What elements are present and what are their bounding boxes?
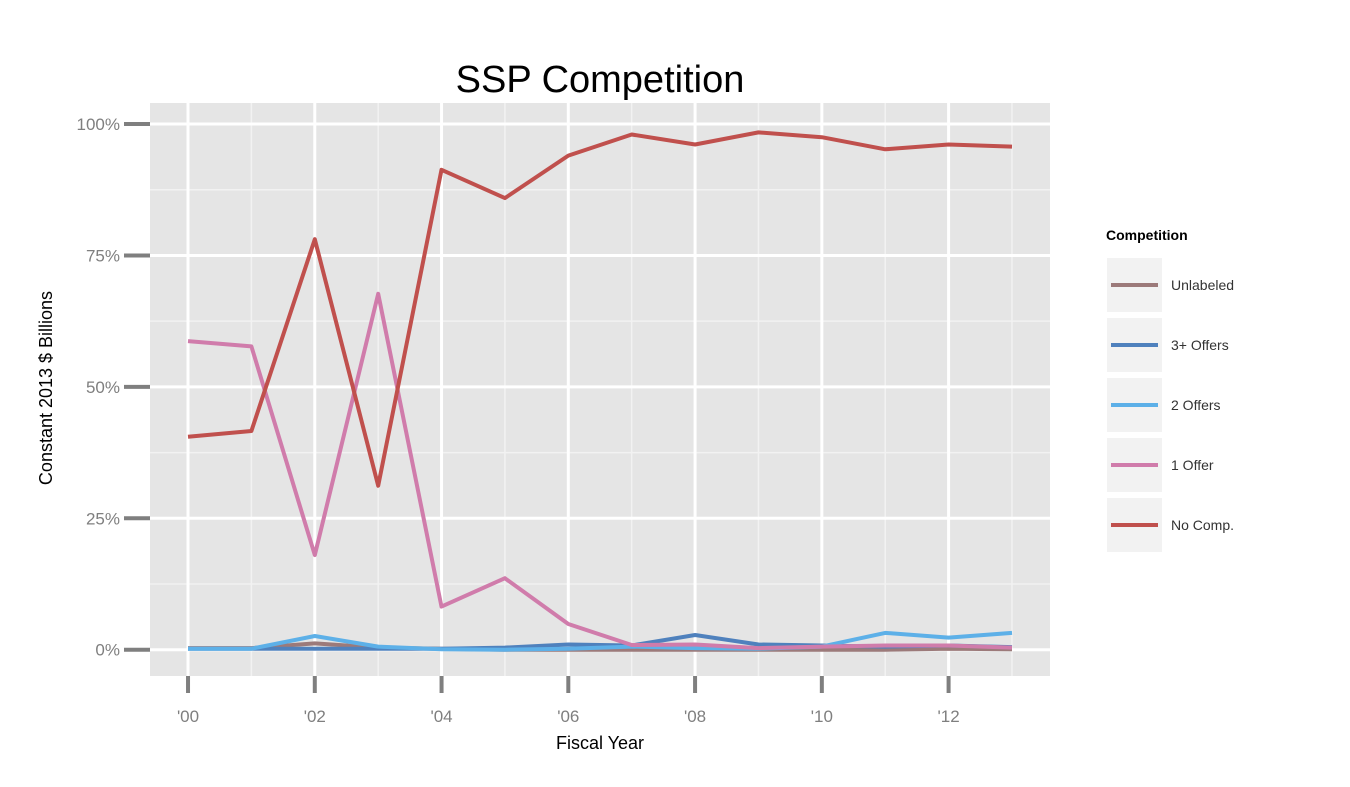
y-axis: 0% 25% 50% 75% 100% <box>77 115 150 660</box>
y-tick-label: 0% <box>95 641 120 660</box>
legend-label: Unlabeled <box>1171 277 1234 293</box>
x-axis-label: Fiscal Year <box>556 733 644 753</box>
series-lines <box>187 130 1013 652</box>
chart-title: SSP Competition <box>456 59 745 101</box>
x-tick-label: '08 <box>684 707 706 726</box>
legend-label: 2 Offers <box>1171 397 1221 413</box>
x-tick-label: '12 <box>938 707 960 726</box>
y-axis-label: Constant 2013 $ Billions <box>36 291 56 485</box>
grid-minor <box>150 103 1050 676</box>
y-tick-label: 100% <box>77 115 120 134</box>
x-tick-label: '04 <box>430 707 452 726</box>
x-tick-label: '10 <box>811 707 833 726</box>
y-tick-label: 25% <box>86 509 120 528</box>
series-line-unlabeled <box>188 641 1013 652</box>
legend-label: 1 Offer <box>1171 457 1214 473</box>
legend: Competition Unlabeled 3+ Offers 2 Offers 1 … <box>1106 227 1234 552</box>
legend-item-no-comp: No Comp. <box>1107 498 1234 552</box>
x-axis: '00 '02 '04 '06 '08 '10 '12 <box>177 676 960 726</box>
y-tick-label: 75% <box>86 246 120 265</box>
legend-title: Competition <box>1106 227 1188 243</box>
x-tick-label: '00 <box>177 707 199 726</box>
series-line-2-offers <box>188 630 1013 652</box>
legend-label: No Comp. <box>1171 517 1234 533</box>
legend-label: 3+ Offers <box>1171 337 1229 353</box>
x-tick-label: '02 <box>304 707 326 726</box>
legend-item-3-offers: 3+ Offers <box>1107 318 1229 372</box>
y-tick-label: 50% <box>86 378 120 397</box>
legend-item-1-offer: 1 Offer <box>1107 438 1214 492</box>
legend-item-unlabeled: Unlabeled <box>1107 258 1234 312</box>
x-tick-label: '06 <box>557 707 579 726</box>
legend-item-2-offers: 2 Offers <box>1107 378 1221 432</box>
plot-panel <box>150 103 1050 676</box>
series-line-1-offer <box>187 291 1013 651</box>
series-line-no-comp <box>187 130 1013 488</box>
